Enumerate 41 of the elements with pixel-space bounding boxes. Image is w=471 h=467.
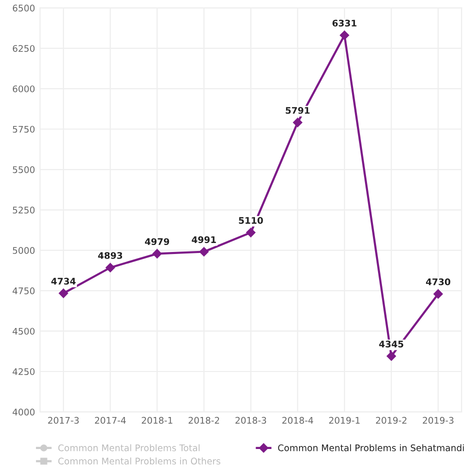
point	[293, 118, 302, 128]
data-label: 4345	[379, 340, 404, 348]
data-label: 5791	[286, 106, 310, 114]
data-label: 4991	[192, 236, 216, 244]
legend-label: Common Mental Problems in Others	[58, 458, 220, 464]
point	[106, 262, 115, 272]
x-tick-label: 2019-1	[329, 416, 360, 424]
point	[434, 289, 443, 299]
y-tick-label: 4750	[12, 287, 35, 294]
legend-label: Common Mental Problems in Sehatmandi	[278, 444, 464, 452]
x-tick-label: 2017-4	[94, 416, 126, 424]
x-tick-label: 2018-2	[188, 416, 220, 424]
x-tick-label: 2017-3	[48, 416, 79, 424]
y-tick-label: 5500	[12, 166, 35, 174]
legend-label: Common Mental Problems Total	[58, 444, 200, 452]
point	[340, 30, 350, 40]
x-tick-label: 2018-3	[235, 416, 266, 424]
y-tick-label: 4500	[12, 328, 35, 335]
data-label: 4979	[144, 238, 170, 246]
data-label: 4893	[98, 252, 122, 259]
point	[58, 288, 68, 298]
data-label: 4730	[426, 278, 450, 286]
y-tick-label: 5750	[12, 126, 35, 133]
y-tick-label: 6250	[12, 45, 35, 52]
data-label: 5110	[238, 217, 263, 224]
x-tick-label: 2018-4	[282, 416, 314, 424]
y-tick-label: 4250	[12, 368, 35, 376]
point	[246, 228, 256, 238]
y-tick-label: 6000	[12, 85, 35, 92]
x-tick-label: 2019-3	[422, 416, 454, 424]
point	[199, 247, 209, 256]
x-tick-label: 2018-1	[142, 416, 172, 424]
point	[386, 352, 396, 361]
data-label: 6331	[332, 20, 356, 27]
y-tick-label: 4000	[12, 408, 35, 416]
y-tick-label: 5250	[12, 206, 35, 214]
data-label: 4734	[51, 278, 76, 285]
x-tick-label: 2019-2	[376, 416, 406, 424]
y-tick-label: 5000	[12, 247, 35, 254]
y-tick-label: 6500	[12, 4, 35, 12]
point	[152, 249, 162, 258]
